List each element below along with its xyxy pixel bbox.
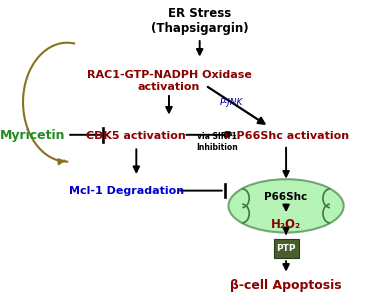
Text: ER Stress
(Thapsigargin): ER Stress (Thapsigargin) — [151, 7, 248, 35]
Ellipse shape — [228, 179, 344, 232]
Text: CDK5 activation: CDK5 activation — [86, 131, 186, 141]
Text: RAC1-GTP-NADPH Oxidase
activation: RAC1-GTP-NADPH Oxidase activation — [86, 70, 252, 92]
Text: H₂O₂: H₂O₂ — [271, 218, 301, 231]
Text: P-P66Shc activation: P-P66Shc activation — [223, 131, 349, 141]
Text: via SIRT1
Inhibition: via SIRT1 Inhibition — [197, 132, 238, 152]
FancyBboxPatch shape — [273, 239, 299, 259]
Text: Myricetin: Myricetin — [0, 129, 65, 142]
Text: β-cell Apoptosis: β-cell Apoptosis — [230, 279, 342, 292]
Text: Mcl-1 Degradation: Mcl-1 Degradation — [69, 186, 184, 196]
Text: P-JNK: P-JNK — [220, 98, 243, 107]
Text: P66Shc: P66Shc — [265, 192, 308, 202]
Text: PTP: PTP — [276, 244, 296, 253]
